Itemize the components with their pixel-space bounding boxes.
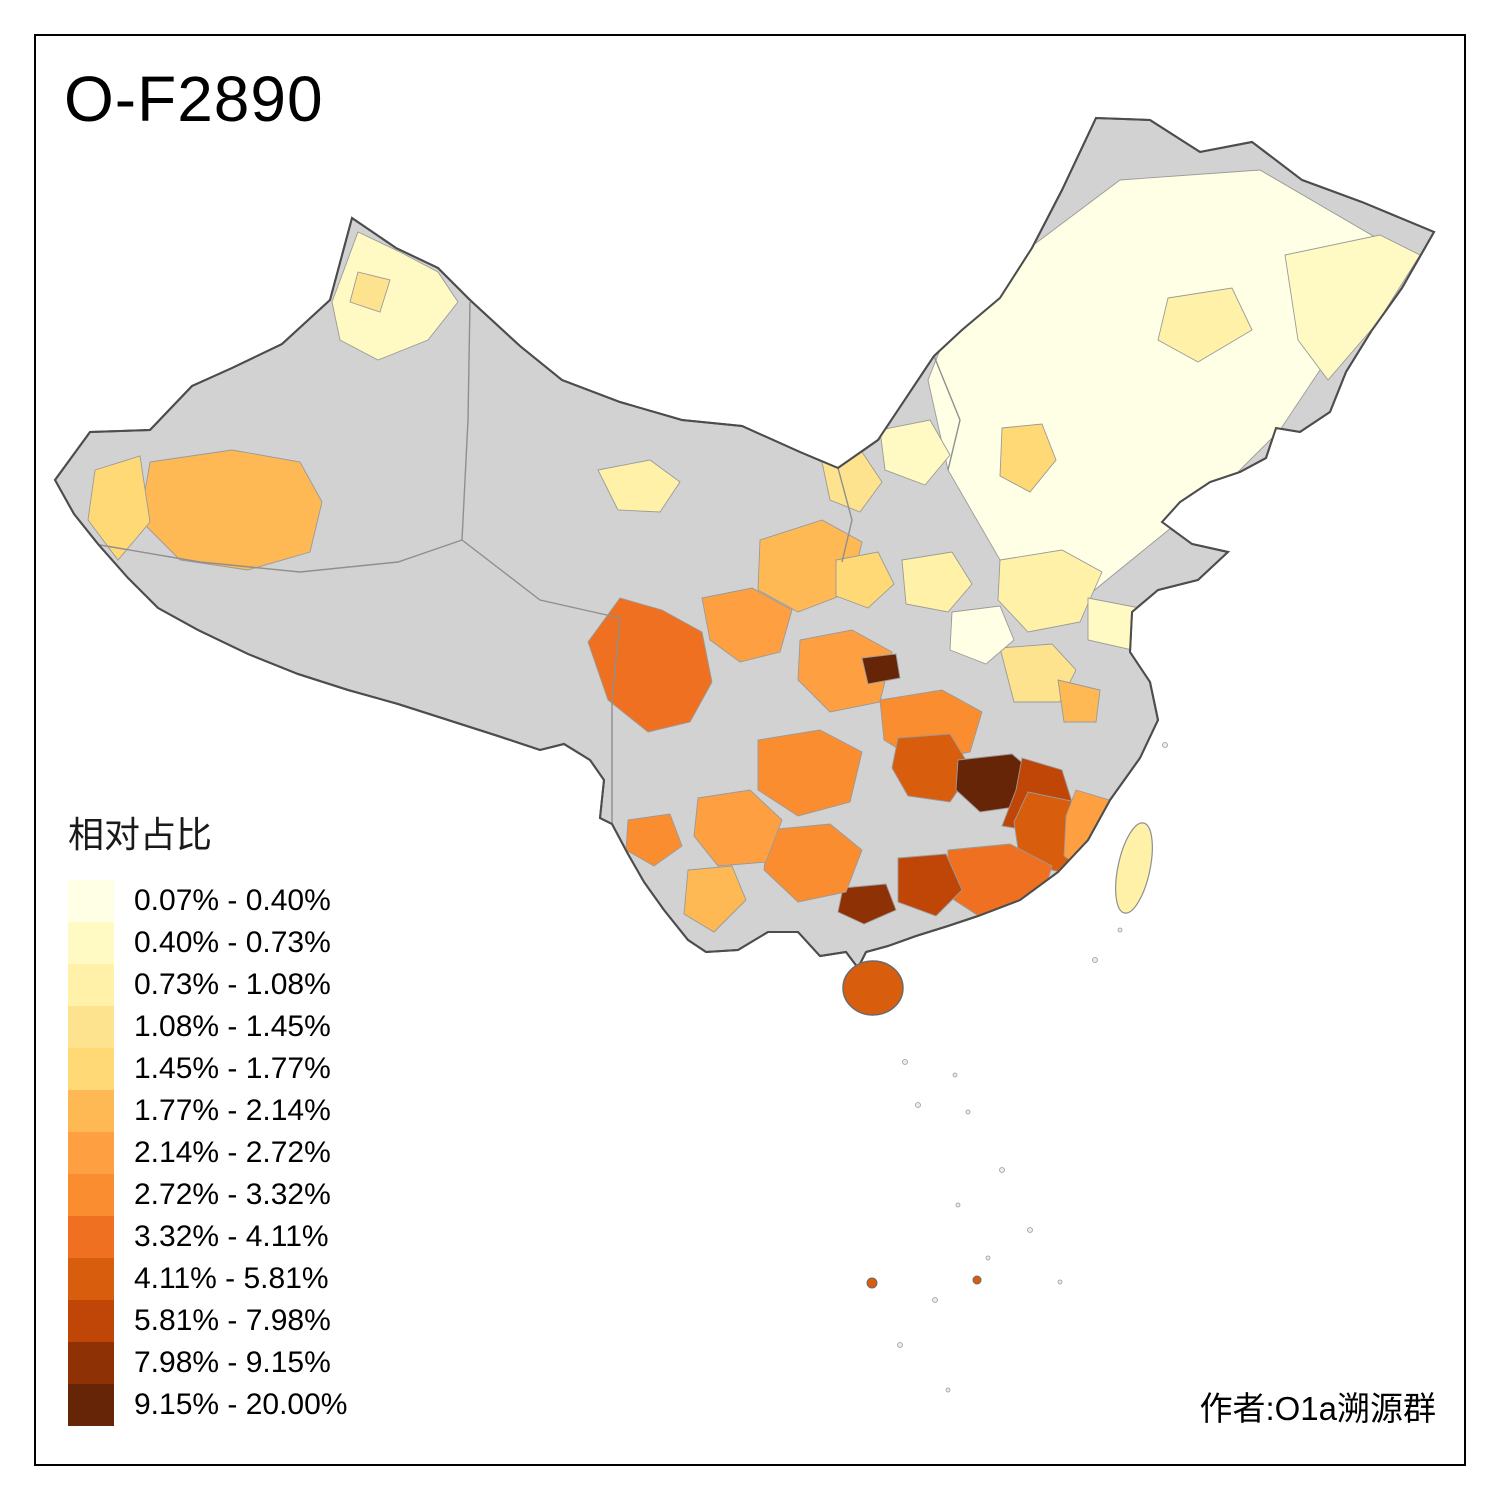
- map-region: [1057, 679, 1101, 723]
- legend-item: 7.98% - 9.15%: [68, 1342, 347, 1384]
- map-region: [349, 271, 391, 313]
- legend-swatch: [68, 880, 114, 922]
- map-region: [901, 551, 973, 613]
- map-region: [879, 419, 951, 486]
- legend-label: 0.40% - 0.73%: [134, 926, 331, 959]
- map-region: [997, 549, 1103, 633]
- legend-swatch: [68, 1216, 114, 1258]
- map-region: [693, 789, 783, 867]
- map-title: O-F2890: [64, 63, 324, 135]
- province-borders: [99, 301, 961, 824]
- legend-item: 2.72% - 3.32%: [68, 1174, 347, 1216]
- map-region: [87, 455, 151, 561]
- legend-label: 0.73% - 1.08%: [134, 968, 331, 1001]
- legend-item: 4.11% - 5.81%: [68, 1258, 347, 1300]
- legend: 相对占比 0.07% - 0.40% 0.40% - 0.73% 0.73% -…: [68, 806, 347, 1426]
- map-region: [331, 231, 459, 361]
- legend-label: 0.07% - 0.40%: [134, 884, 331, 917]
- legend-swatch: [68, 1132, 114, 1174]
- map-region: [625, 813, 683, 867]
- map-region: [683, 865, 747, 933]
- legend-label: 1.08% - 1.45%: [134, 1010, 331, 1043]
- legend-swatch: [68, 922, 114, 964]
- legend-label: 3.32% - 4.11%: [134, 1220, 329, 1253]
- legend-swatch: [68, 1006, 114, 1048]
- map-region: [597, 459, 681, 513]
- legend-swatch: [68, 1174, 114, 1216]
- legend-swatch: [68, 1258, 114, 1300]
- map-region: [949, 605, 1015, 665]
- legend-title: 相对占比: [68, 814, 213, 855]
- choropleth-regions: [87, 169, 1421, 933]
- legend-item: 1.08% - 1.45%: [68, 1006, 347, 1048]
- legend-item: 0.73% - 1.08%: [68, 964, 347, 1006]
- legend-item: 9.15% - 20.00%: [68, 1384, 347, 1426]
- legend-swatch: [68, 1384, 114, 1426]
- colored-islet: [866, 1277, 878, 1289]
- legend-label: 7.98% - 9.15%: [134, 1346, 331, 1379]
- legend-label: 5.81% - 7.98%: [134, 1304, 331, 1337]
- legend-swatch: [68, 1090, 114, 1132]
- legend-items: 0.07% - 0.40% 0.40% - 0.73% 0.73% - 1.08…: [68, 880, 347, 1426]
- map-region: [837, 883, 897, 925]
- legend-item: 2.14% - 2.72%: [68, 1132, 347, 1174]
- map-region: [897, 853, 963, 917]
- map-region: [999, 423, 1057, 493]
- map-region: [139, 449, 323, 571]
- legend-label: 2.72% - 3.32%: [134, 1178, 331, 1211]
- author-credit: 作者:O1a溯源群: [1199, 1390, 1436, 1427]
- sea-islands: [897, 742, 1168, 1393]
- map-region: [1063, 789, 1123, 877]
- map-region: [757, 729, 863, 817]
- legend-label: 2.14% - 2.72%: [134, 1136, 331, 1169]
- map-region: [891, 733, 973, 803]
- legend-label: 4.11% - 5.81%: [134, 1262, 329, 1295]
- colored-islet: [972, 1275, 982, 1285]
- taiwan-island: [1115, 822, 1153, 914]
- legend-item: 0.40% - 0.73%: [68, 922, 347, 964]
- hainan-island: [842, 960, 904, 1016]
- legend-swatch: [68, 1300, 114, 1342]
- legend-item: 3.32% - 4.11%: [68, 1216, 347, 1258]
- legend-swatch: [68, 1048, 114, 1090]
- legend-item: 1.45% - 1.77%: [68, 1048, 347, 1090]
- map-region: [1157, 287, 1253, 363]
- legend-label: 9.15% - 20.00%: [134, 1388, 348, 1421]
- map-region: [835, 551, 895, 609]
- legend-item: 5.81% - 7.98%: [68, 1300, 347, 1342]
- legend-item: 1.77% - 2.14%: [68, 1090, 347, 1132]
- legend-item: 0.07% - 0.40%: [68, 880, 347, 922]
- map-region: [701, 587, 793, 663]
- legend-swatch: [68, 964, 114, 1006]
- mainland-outline-stroke: [53, 116, 1436, 970]
- map-region: [763, 823, 863, 903]
- legend-swatch: [68, 1342, 114, 1384]
- legend-label: 1.45% - 1.77%: [134, 1052, 331, 1085]
- map-region: [861, 653, 901, 685]
- legend-label: 1.77% - 2.14%: [134, 1094, 331, 1127]
